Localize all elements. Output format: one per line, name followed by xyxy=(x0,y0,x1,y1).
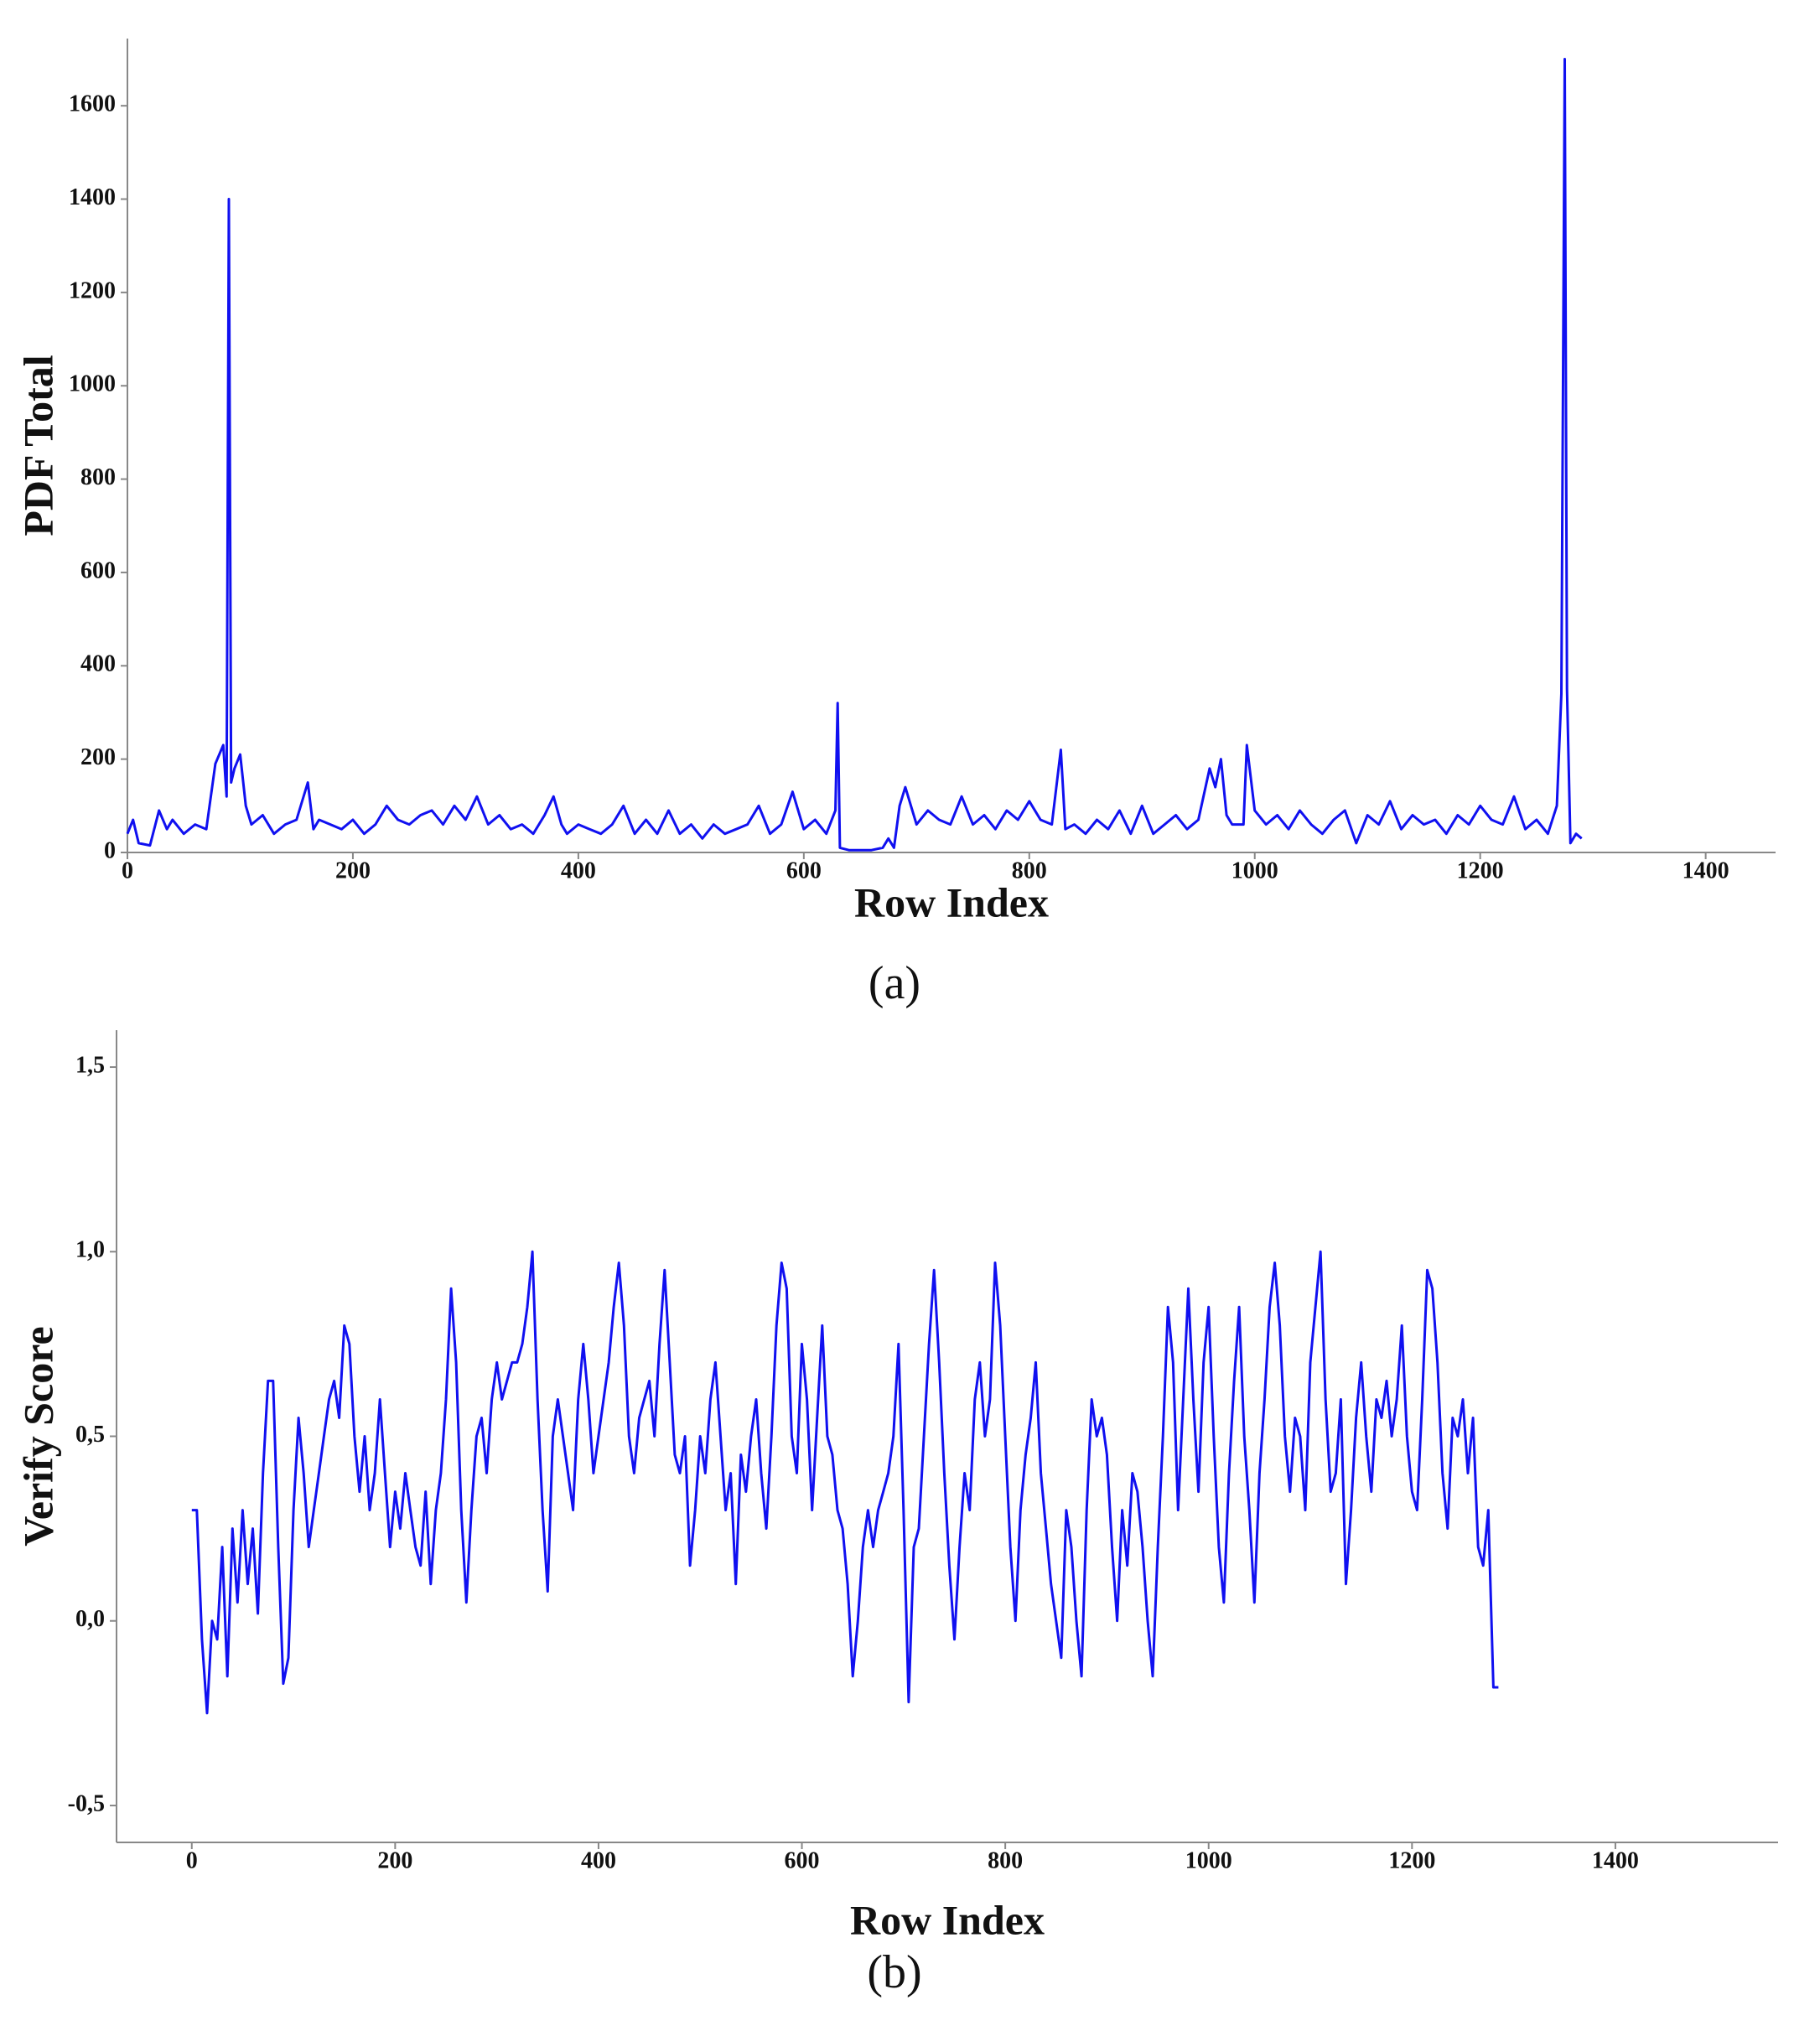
y-tick-label: 600 xyxy=(80,557,116,583)
y-axis-title: PDF Total xyxy=(14,355,61,536)
y-tick-label: 800 xyxy=(80,464,116,490)
y-tick-label: 0 xyxy=(104,837,116,863)
x-tick-label: 800 xyxy=(1012,857,1047,883)
x-tick-label: 0 xyxy=(122,857,133,883)
panel-label: (b) xyxy=(867,1946,921,1998)
x-tick-label: 1400 xyxy=(1592,1847,1639,1873)
x-tick-label: 1200 xyxy=(1388,1847,1435,1873)
y-tick-label: 0,0 xyxy=(75,1606,105,1632)
x-tick-label: 1000 xyxy=(1185,1847,1232,1873)
y-tick-label: 400 xyxy=(80,651,116,677)
x-axis-title: Row Index xyxy=(850,1896,1045,1943)
x-tick-label: 400 xyxy=(561,857,596,883)
y-tick-label: 1400 xyxy=(69,184,116,210)
y-tick-label: 1200 xyxy=(69,277,116,303)
y-tick-label: 1,0 xyxy=(75,1237,105,1263)
x-tick-label: 1200 xyxy=(1457,857,1504,883)
y-tick-label: -0,5 xyxy=(68,1790,105,1816)
x-tick-label: 200 xyxy=(377,1847,412,1873)
x-tick-label: 1400 xyxy=(1683,857,1729,883)
x-tick-label: 200 xyxy=(335,857,371,883)
x-tick-label: 400 xyxy=(581,1847,616,1873)
data-line xyxy=(126,58,1583,852)
y-tick-label: 1000 xyxy=(69,371,116,397)
x-tick-label: 600 xyxy=(786,857,822,883)
y-tick-label: 0,5 xyxy=(75,1422,105,1448)
y-tick-label: 200 xyxy=(80,744,116,770)
y-tick-label: 1,5 xyxy=(75,1052,105,1078)
y-tick-label: 1600 xyxy=(69,91,116,117)
x-axis-title: Row Index xyxy=(854,878,1049,925)
data-line xyxy=(191,1250,1499,1715)
y-axis-title: Verify Score xyxy=(14,1326,61,1546)
x-tick-label: 800 xyxy=(988,1847,1023,1873)
x-tick-label: 600 xyxy=(785,1847,820,1873)
x-tick-label: 0 xyxy=(186,1847,198,1873)
x-tick-label: 1000 xyxy=(1231,857,1278,883)
panel-label: (a) xyxy=(869,957,920,1009)
